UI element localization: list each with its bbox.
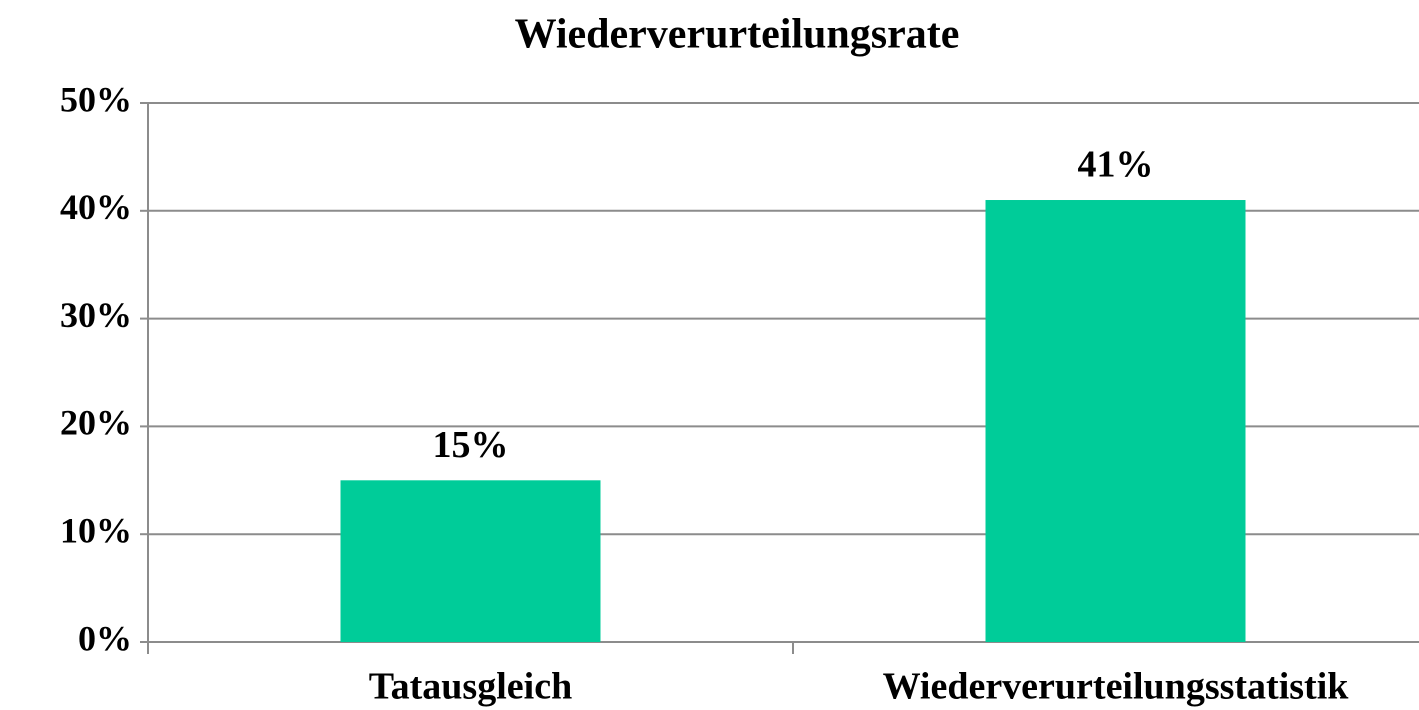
bar (985, 200, 1246, 642)
y-tick-label: 10% (60, 510, 132, 550)
y-tick-label: 50% (60, 79, 132, 119)
x-tick-label: Tatausgleich (369, 666, 572, 708)
value-label: 41% (1078, 144, 1154, 186)
chart-title: Wiederverurteilungsrate (515, 12, 960, 58)
y-tick-label: 0% (78, 618, 132, 658)
y-tick-label: 30% (60, 295, 132, 335)
x-tick-label: Wiederverurteilungsstatistik (883, 666, 1350, 708)
value-label: 15% (433, 424, 509, 466)
y-tick-label: 40% (60, 187, 132, 227)
bar (340, 480, 601, 642)
y-tick-label: 20% (60, 403, 132, 443)
